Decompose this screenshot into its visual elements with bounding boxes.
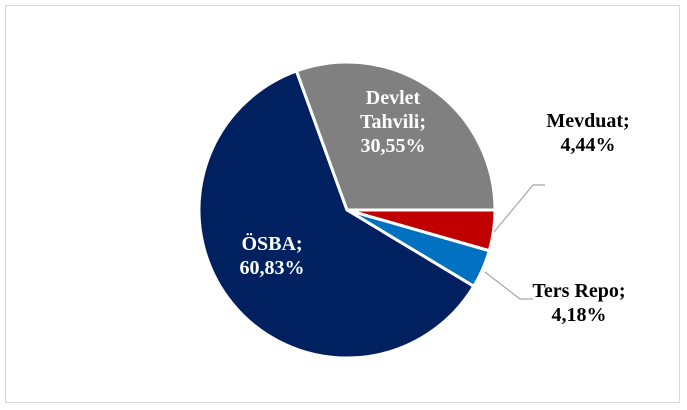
- data-label-line: Tahvili;: [360, 111, 426, 133]
- data-label-3: ÖSBA; 60,83%: [240, 232, 305, 279]
- pie-slices: [197, 60, 497, 360]
- data-label-2: Ters Repo; 4,18%: [532, 280, 625, 326]
- data-label-line: 30,55%: [361, 135, 426, 157]
- data-label-line: 4,18%: [552, 304, 607, 326]
- data-label-line: Mevduat;: [546, 110, 629, 132]
- data-label-4: Devlet Tahvili; 30,55%: [360, 87, 426, 157]
- data-label-line: 4,44%: [561, 134, 616, 156]
- data-labels: Mevduat; 4,44% Ters Repo; 4,18% ÖSBA; 60,83% D…: [240, 87, 630, 326]
- data-label-1: Mevduat; 4,44%: [546, 110, 629, 156]
- leader-lines: [484, 184, 545, 300]
- pie-slice-devlet-tahvili: [294, 60, 497, 212]
- leader-line-1: [493, 184, 545, 233]
- data-label-line: ÖSBA;: [241, 232, 302, 255]
- leader-line-2: [484, 271, 533, 300]
- data-label-line: Ters Repo;: [532, 280, 625, 302]
- data-label-line: Devlet: [366, 87, 421, 109]
- pie-slice-ösba: [197, 69, 476, 360]
- data-label-line: 60,83%: [240, 257, 305, 279]
